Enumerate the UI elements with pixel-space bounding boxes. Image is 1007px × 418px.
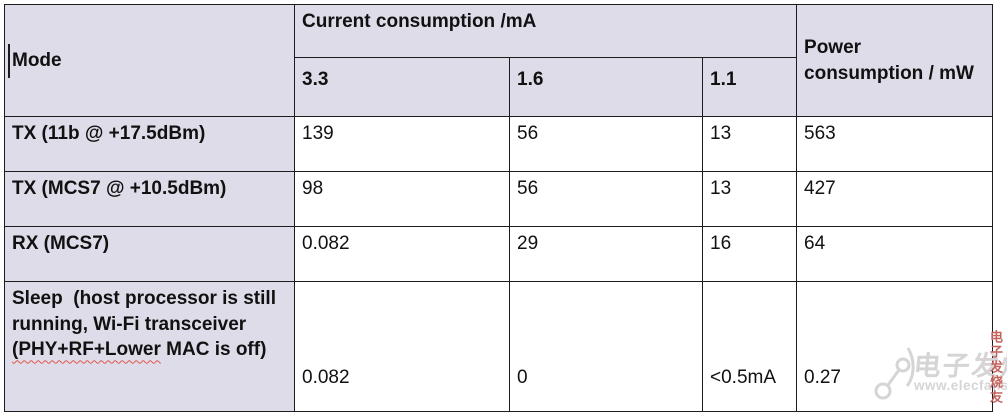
cell-rx-1v1: 16 (701, 226, 798, 282)
text-caret (8, 43, 10, 78)
row-label-rx-mcs7: RX (MCS7) (4, 226, 295, 282)
cell-txmcs7-power: 427 (796, 171, 994, 227)
cell-txmcs7-1v1: 13 (701, 171, 798, 227)
cell-sleep-1v1: <0.5mA (701, 281, 798, 412)
header-current-consumption: Current consumption /mA (293, 4, 798, 58)
header-power-label: Power consumption / mW (804, 36, 974, 84)
cell-rx-3v3: 0.082 (294, 226, 510, 282)
header-mode-label: Mode (12, 49, 62, 71)
cell-txmcs7-1v6: 56 (509, 171, 703, 227)
row-label-sleep: Sleep (host processor is still running, … (4, 281, 295, 412)
cell-rx-1v6: 29 (509, 226, 703, 282)
cell-tx11b-3v3: 139 (294, 116, 510, 172)
sleep-label-spellcheck-squiggle: (PHY+RF+Lower (12, 339, 161, 361)
table-row-sleep: Sleep (host processor is still running, … (4, 281, 994, 412)
header-current-label: Current consumption /mA (302, 11, 537, 32)
header-mode: Mode (4, 4, 295, 117)
header-voltage-3v3: 3.3 (294, 57, 510, 117)
consumption-table: Mode Current consumption /mA Power consu… (4, 4, 994, 412)
cell-txmcs7-3v3: 98 (294, 171, 510, 227)
voltage-1v1-label: 1.1 (710, 69, 737, 90)
cell-rx-power: 64 (796, 226, 994, 282)
table-row-tx-mcs7: TX (MCS7 @ +10.5dBm) 98 56 13 427 (4, 171, 994, 227)
table-row-rx-mcs7: RX (MCS7) 0.082 29 16 64 (4, 226, 994, 282)
cell-sleep-power: 0.27 (796, 281, 994, 412)
table-row-tx-11b: TX (11b @ +17.5dBm) 139 56 13 563 (4, 116, 994, 172)
cell-sleep-1v6: 0 (509, 281, 703, 412)
header-power-consumption: Power consumption / mW (796, 4, 994, 117)
voltage-1v6-label: 1.6 (517, 69, 544, 90)
sleep-label-part1: Sleep (host processor is still running, … (12, 288, 282, 335)
voltage-3v3-label: 3.3 (302, 69, 329, 90)
cell-tx11b-1v1: 13 (701, 116, 798, 172)
header-voltage-1v6: 1.6 (509, 57, 703, 117)
sleep-label-part3: MAC is off) (160, 339, 267, 361)
row-label-tx-mcs7: TX (MCS7 @ +10.5dBm) (4, 171, 295, 227)
cell-tx11b-1v6: 56 (509, 116, 703, 172)
row-label-tx-11b: TX (11b @ +17.5dBm) (4, 116, 295, 172)
cell-sleep-3v3: 0.082 (294, 281, 510, 412)
cell-tx11b-power: 563 (796, 116, 994, 172)
header-voltage-1v1: 1.1 (701, 57, 798, 117)
